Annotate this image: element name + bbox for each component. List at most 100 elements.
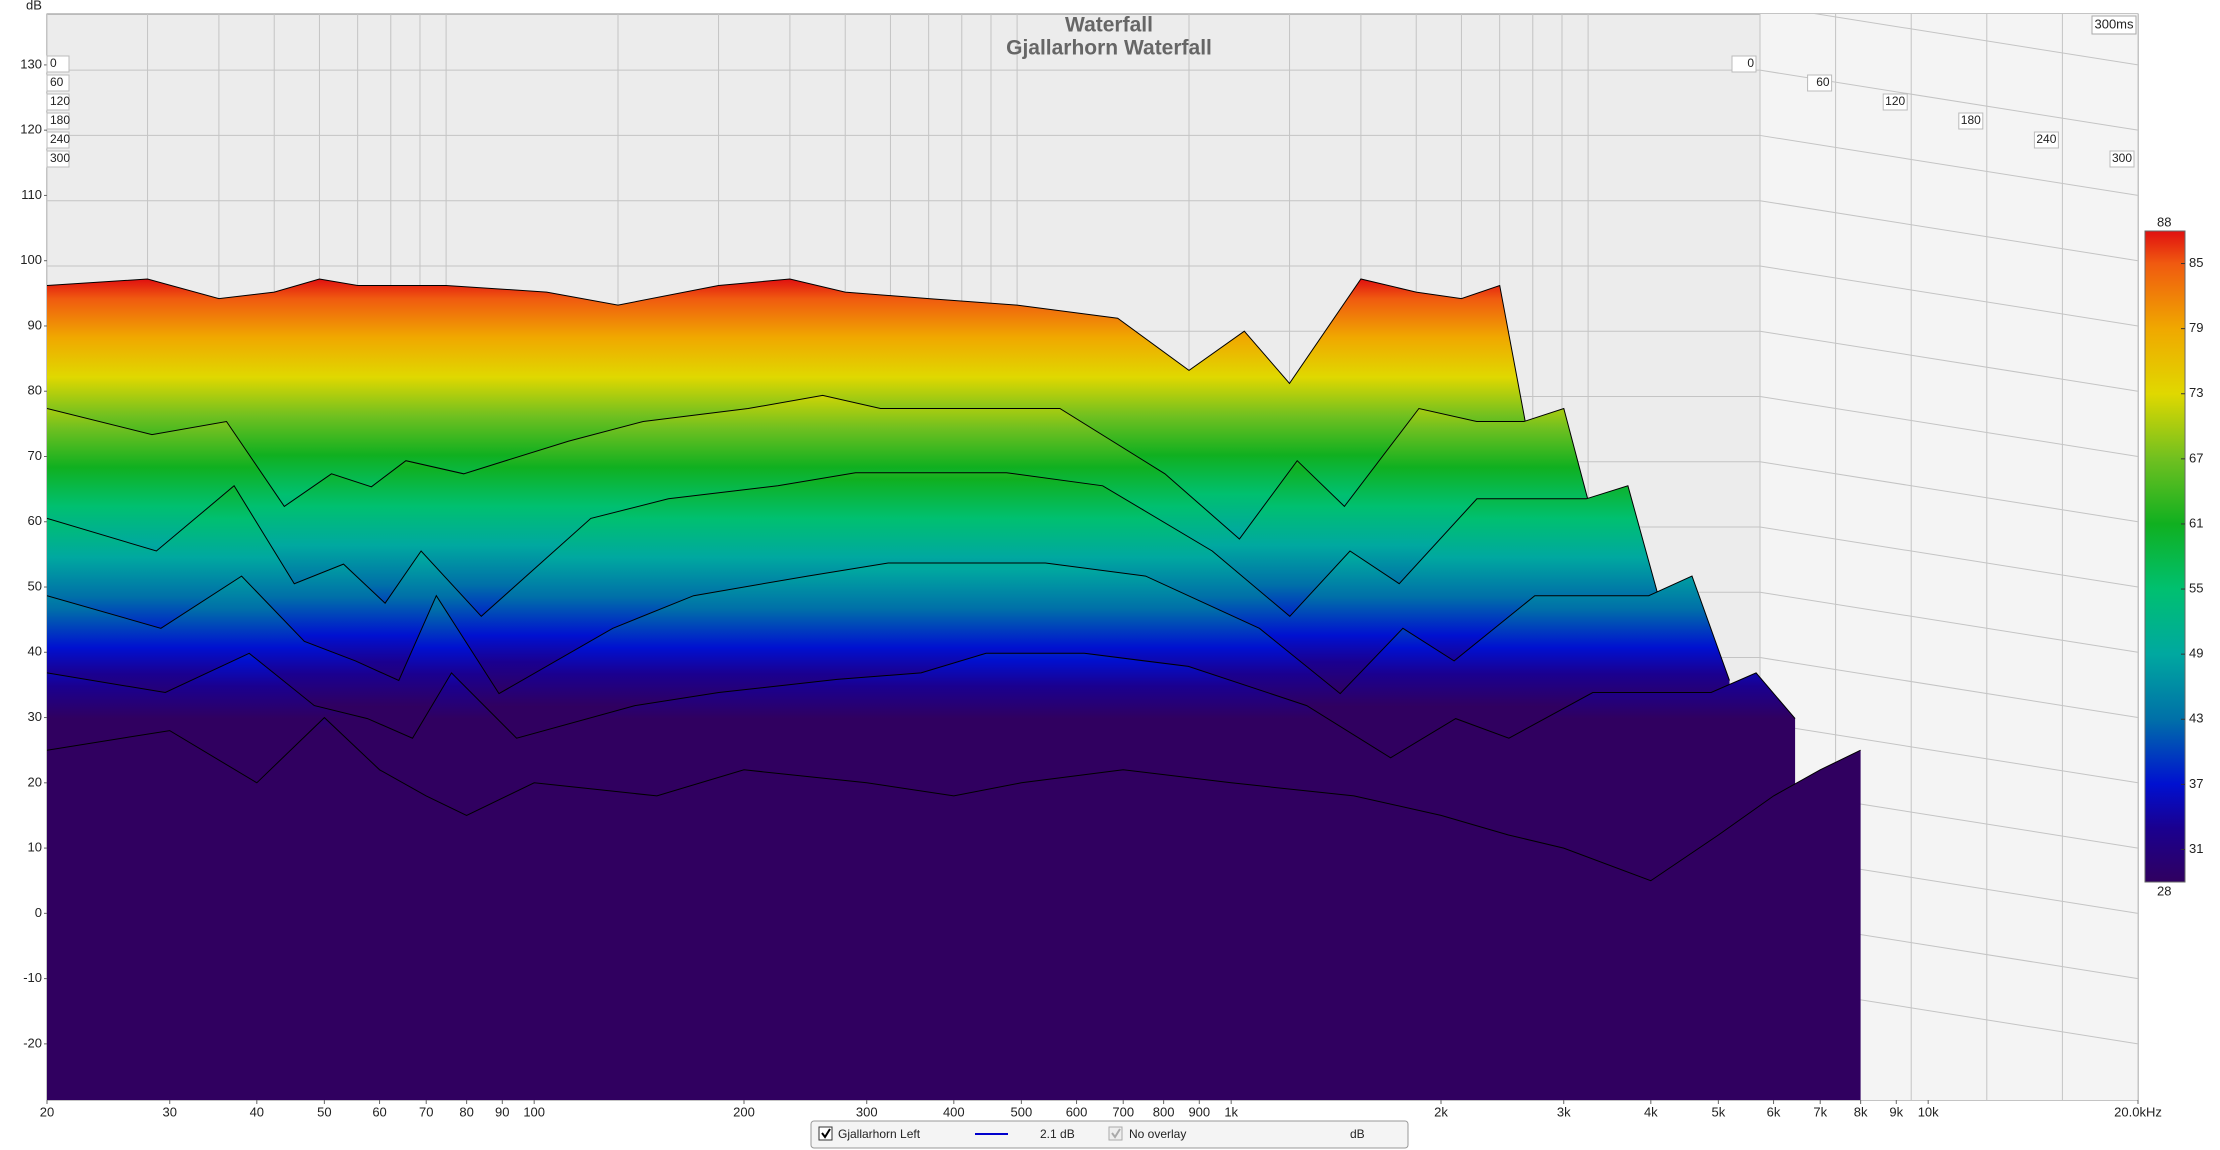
- colorbar-label: 85: [2189, 255, 2203, 270]
- time-label-box: [1731, 55, 1757, 73]
- y-tick-label: 120: [20, 122, 42, 137]
- x-tick-label: 2k: [1434, 1104, 1448, 1119]
- slice-line: [47, 716, 1861, 882]
- time-label-box: [46, 74, 70, 92]
- x-tick-label: 40: [250, 1104, 264, 1119]
- grid-line: [1759, 591, 2138, 653]
- x-tick-label: 20: [40, 1104, 54, 1119]
- grid-line: [1759, 526, 2138, 588]
- grid-line: [1759, 657, 2138, 719]
- time-label-box: [46, 112, 70, 130]
- x-tick-label: 400: [943, 1104, 965, 1119]
- slice-area: [47, 717, 1861, 1100]
- x-tick-label: 700: [1112, 1104, 1134, 1119]
- colorbar: [2144, 230, 2186, 883]
- x-tick-label: 70: [419, 1104, 433, 1119]
- y-tick-label: 20: [28, 774, 42, 789]
- time-label-box: [2109, 150, 2135, 168]
- x-tick-label: 4k: [1644, 1104, 1658, 1119]
- grid-line: [1759, 722, 2138, 784]
- legend-overlay: No overlay: [1129, 1127, 1186, 1141]
- time-label-box: [46, 150, 70, 168]
- time-tick-label: 180: [50, 113, 70, 127]
- x-tick-label: 100: [523, 1104, 545, 1119]
- time-tick-label: 300: [2112, 151, 2132, 165]
- x-tick-label: 800: [1153, 1104, 1175, 1119]
- y-tick-label: 30: [28, 709, 42, 724]
- legend: Gjallarhorn Left 2.1 dB No overlay dB: [810, 1120, 1409, 1149]
- y-tick-label: 70: [28, 448, 42, 463]
- time-label-box: [46, 131, 70, 149]
- x-tick-label: 8k: [1854, 1104, 1868, 1119]
- grid-line: [1759, 461, 2138, 523]
- y-tick-label: 110: [21, 187, 42, 202]
- chart-subtitle: Gjallarhorn Waterfall: [1006, 37, 1212, 60]
- slice-line: [47, 472, 1665, 618]
- grid-line: [1759, 395, 2138, 457]
- time-label-box: [1882, 93, 1908, 111]
- colorbar-label: 61: [2189, 515, 2203, 530]
- x-tick-label: 50: [317, 1104, 331, 1119]
- colorbar-label: 28: [2157, 883, 2171, 898]
- colorbar-label: 67: [2189, 450, 2203, 465]
- x-tick-label: 60: [372, 1104, 386, 1119]
- legend-trace-name: Gjallarhorn Left: [838, 1127, 921, 1141]
- legend-overlay-unit: dB: [1350, 1127, 1365, 1141]
- y-axis-label: dB: [26, 0, 42, 12]
- slice-line: [47, 394, 1599, 540]
- time-tick-label: 240: [2036, 132, 2056, 146]
- chart-title: Waterfall: [1065, 14, 1153, 37]
- x-tick-label: 80: [459, 1104, 473, 1119]
- y-tick-label: 130: [20, 56, 42, 71]
- time-tick-label: 180: [1961, 113, 1981, 127]
- y-tick-label: 10: [28, 840, 42, 855]
- time-tick-label: 0: [1747, 56, 1754, 70]
- slice-line: [47, 278, 1534, 462]
- time-tick-label: 60: [1816, 75, 1830, 89]
- time-tick-label: 120: [1885, 94, 1905, 108]
- check-mark: [1111, 1128, 1121, 1139]
- y-tick-label: 80: [28, 383, 42, 398]
- colorbar-label: 43: [2189, 711, 2203, 726]
- grid-line: [1814, 14, 2138, 66]
- x-tick-label: 30: [163, 1104, 177, 1119]
- x-tick-label: 90: [495, 1104, 509, 1119]
- x-tick-label: 3k: [1557, 1104, 1571, 1119]
- x-tick-label: 5k: [1711, 1104, 1725, 1119]
- y-tick-label: 40: [28, 644, 42, 659]
- y-tick-label: -10: [23, 970, 42, 985]
- x-tick-label: 500: [1011, 1104, 1033, 1119]
- y-tick-label: 0: [35, 905, 42, 920]
- grid-line: [1759, 265, 2138, 327]
- y-tick-label: -20: [23, 1035, 42, 1050]
- time-window-box: [2091, 15, 2137, 35]
- y-tick-label: 50: [28, 578, 42, 593]
- colorbar-label: 37: [2189, 776, 2203, 791]
- legend-smoothing: 2.1 dB: [1040, 1127, 1075, 1141]
- time-window-label: 300ms: [2094, 16, 2134, 31]
- y-tick-label: 100: [20, 252, 42, 267]
- colorbar-label: 88: [2157, 214, 2171, 229]
- x-tick-label: 1k: [1224, 1104, 1238, 1119]
- time-tick-label: 0: [50, 56, 57, 70]
- slice-line: [47, 652, 1796, 759]
- time-label-box: [46, 93, 70, 111]
- x-tick-label: 20.0kHz: [2114, 1104, 2162, 1119]
- time-tick-label: 240: [50, 132, 70, 146]
- slices: [47, 278, 1861, 1100]
- slice-line: [47, 562, 1730, 695]
- x-tick-label: 9k: [1889, 1104, 1903, 1119]
- grid-line: [1759, 330, 2138, 392]
- time-tick-label: 60: [50, 75, 64, 89]
- colorbar-label: 31: [2189, 841, 2203, 856]
- y-tick-label: 90: [28, 317, 42, 332]
- time-label-box: [46, 55, 70, 73]
- colorbar-label: 49: [2189, 646, 2203, 661]
- colorbar-label: 79: [2189, 320, 2203, 335]
- x-tick-label: 10k: [1918, 1104, 1939, 1119]
- x-tick-label: 900: [1188, 1104, 1210, 1119]
- x-tick-label: 600: [1066, 1104, 1088, 1119]
